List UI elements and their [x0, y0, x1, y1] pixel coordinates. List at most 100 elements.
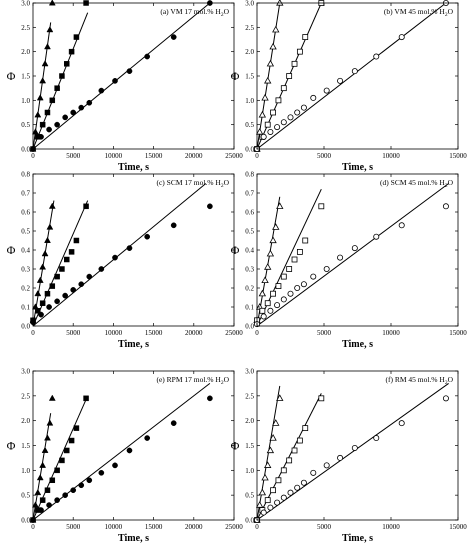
- panel-c-fit-circle: [33, 183, 207, 326]
- panel-d-ytick-label: 0.0: [245, 323, 254, 331]
- panel-a-triangle-point: [41, 60, 49, 67]
- panel-b-xtick-label: 0: [255, 152, 259, 160]
- panel-d-triangle-point: [276, 202, 284, 209]
- panel-c-series-square: [30, 203, 89, 324]
- panel-b-triangle-point: [269, 42, 277, 50]
- panel-d-circle-point: [442, 203, 449, 210]
- panel-d-xtick-label: 10000: [382, 329, 400, 337]
- panel-f-circle-point: [442, 395, 449, 402]
- panel-b-xlabel: Time, s: [342, 162, 373, 173]
- panel-d-square-point: [291, 256, 298, 263]
- panel-e-triangle-point: [36, 474, 44, 481]
- panel-c-circle-point: [144, 233, 151, 240]
- panel-f-square-point: [275, 477, 282, 484]
- panel-b-series-square: [254, 0, 325, 152]
- panel-f-ytick-label: 0.5: [245, 492, 254, 500]
- panel-d-ylabel: Φ: [231, 243, 240, 257]
- panel-d-ytick-label: 0.7: [245, 190, 254, 198]
- panel-a-square-point: [49, 97, 56, 104]
- panel-f-ytick-label: 1.0: [245, 467, 254, 475]
- panel-e-triangle-point: [39, 461, 47, 468]
- panel-d-circle-point: [260, 313, 267, 320]
- panel-b-circle-point: [300, 104, 307, 111]
- panel-b-circle-point: [323, 87, 330, 94]
- panel-f-circle-point: [287, 489, 294, 496]
- panel-d-square-point: [275, 283, 282, 290]
- panel-c-circle-point: [98, 266, 105, 272]
- panel-b-square-point: [286, 73, 293, 79]
- panel-b-square-point: [275, 97, 282, 104]
- panel-a-xtick-label: 20000: [185, 152, 203, 160]
- panel-d-circle-point: [287, 290, 294, 297]
- panel-c-ylabel: Φ: [7, 243, 16, 257]
- panel-c-circle-point: [70, 287, 77, 293]
- panel-d-circle-point: [398, 222, 405, 229]
- panel-f-ytick-label: 2.0: [245, 417, 254, 425]
- panel-f-circle-point: [267, 504, 274, 511]
- panel-b-triangle-point: [256, 127, 264, 135]
- panel-f-xtick-label: 10000: [382, 523, 400, 531]
- panel-b-triangle-point: [261, 93, 269, 101]
- panel-b-ytick-label: 2.5: [245, 24, 254, 32]
- panel-c-xtick-label: 5000: [66, 329, 81, 337]
- panel-b-square-point: [264, 121, 271, 128]
- panel-b-circle-point: [274, 124, 281, 131]
- panel-d-square-point: [259, 307, 266, 314]
- panel-a-triangle-point: [39, 77, 47, 84]
- panel-b-ytick-label: 0.5: [245, 121, 254, 129]
- panel-a-circle-point: [86, 99, 93, 106]
- panel-c-triangle-point: [36, 276, 44, 283]
- panel-e-triangle-point: [34, 488, 42, 496]
- panel-e-xtick-label: 25000: [225, 523, 243, 531]
- panel-e-circle-point: [38, 507, 44, 513]
- panel-c-square-point: [73, 237, 80, 244]
- panel-a-xtick-label: 15000: [145, 152, 163, 160]
- panel-c-ytick-label: 0.0: [21, 323, 30, 331]
- panel-f-fit-circle: [257, 383, 449, 520]
- panel-b-fit-lines: [257, 3, 447, 149]
- panel-c-ytick-label: 0.1: [21, 304, 30, 312]
- panel-d-title: (d) SCM 45 mol.% H2O: [380, 178, 454, 189]
- panel-c-ytick-label: 0.8: [21, 171, 30, 179]
- panel-e-circle-point: [78, 482, 85, 489]
- panel-e-ytick-label: 3.0: [21, 368, 30, 376]
- panel-c-square-point: [35, 308, 41, 314]
- panel-c-square-point: [68, 249, 75, 255]
- panel-e-triangle-point: [41, 446, 49, 453]
- panel-f: 0 5000 10000 15000 0.0 0.5 1.0 1.5 2.0 2.5 3.0 Time…: [231, 368, 468, 545]
- panel-e-circle-point: [86, 477, 93, 484]
- panel-a-circle-point: [144, 53, 151, 60]
- panel-b-fit-circle: [257, 3, 447, 149]
- panel-b-series-circle: [253, 0, 449, 152]
- panel-d-ytick-label: 0.4: [245, 247, 254, 255]
- panel-b-triangle-point: [264, 76, 272, 84]
- panel-b-ytick-label: 3.0: [245, 0, 254, 8]
- panel-b-title: (b) VM 45 mol.% H2O: [384, 7, 454, 18]
- panel-a-circle-point: [38, 133, 44, 140]
- panel-c-ytick-label: 0.4: [21, 247, 30, 255]
- panel-c-circle-point: [207, 203, 213, 210]
- panel-b-ytick-label: 1.5: [245, 73, 254, 81]
- panel-b-circle-point: [351, 68, 358, 75]
- panel-c-triangle-point: [46, 223, 54, 230]
- panel-b-square-point: [280, 85, 287, 92]
- panel-f-square-point: [296, 437, 303, 444]
- panel-f-circle-point: [300, 479, 307, 486]
- panel-d-square-point: [280, 273, 287, 280]
- panel-e-series-circle: [30, 395, 213, 523]
- panel-d-square-point: [296, 248, 303, 255]
- panel-c-circle-point: [46, 304, 52, 310]
- panel-a-square-point: [64, 61, 70, 67]
- panel-f-circle-point: [323, 462, 330, 469]
- panel-a-square-point: [59, 73, 65, 79]
- panel-c-ytick-label: 0.2: [21, 285, 30, 293]
- panel-e-circle-point: [207, 395, 213, 402]
- panel-d-square-point: [270, 290, 276, 297]
- panel-c-fit-square: [33, 200, 89, 326]
- panel-a-circle-point: [170, 34, 177, 40]
- panel-b-circle-point: [310, 94, 317, 101]
- panel-c-circle-point: [54, 298, 60, 305]
- panel-c-ytick-label: 0.3: [21, 266, 30, 274]
- panel-d-fit-circle: [257, 183, 449, 326]
- panel-d-triangle-point: [269, 236, 277, 244]
